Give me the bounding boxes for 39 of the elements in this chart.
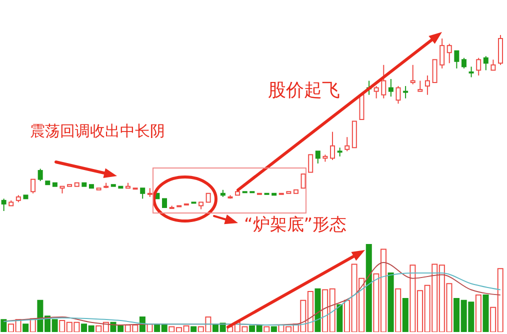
candlestick <box>410 64 416 85</box>
candlestick <box>461 57 466 69</box>
candlestick <box>140 188 146 200</box>
candlestick <box>381 64 386 99</box>
candlestick <box>308 154 314 173</box>
candlestick <box>315 150 320 164</box>
candlestick <box>490 59 496 71</box>
bar <box>270 326 277 332</box>
candlestick <box>38 168 43 182</box>
candlestick <box>403 86 408 99</box>
candlestick <box>330 131 336 160</box>
candlestick <box>432 59 438 84</box>
candlestick <box>424 74 430 96</box>
candlestick <box>1 198 6 211</box>
candlestick <box>300 174 306 189</box>
candlestick <box>418 80 423 92</box>
bar <box>0 319 7 332</box>
candlestick <box>30 178 36 194</box>
candlestick <box>388 78 394 98</box>
bar <box>314 288 321 332</box>
candlestick <box>476 57 482 76</box>
candlestick <box>344 136 350 152</box>
annotation: 震荡回调收出中长阴 <box>30 122 165 140</box>
candlestick <box>440 38 445 69</box>
bar <box>388 272 394 332</box>
candlestick <box>374 86 379 99</box>
candlestick <box>396 86 401 104</box>
bar <box>22 324 29 332</box>
bar <box>366 244 372 332</box>
annotation: 股价起飞 <box>268 80 340 101</box>
bar <box>190 326 197 332</box>
candlestick <box>468 66 474 78</box>
bar <box>402 298 408 332</box>
bar <box>482 294 489 332</box>
candlestick <box>454 50 460 69</box>
candlestick <box>483 56 488 71</box>
bar <box>336 304 343 332</box>
text: “炉架底”形态 <box>244 215 347 235</box>
candlestick <box>446 43 452 64</box>
